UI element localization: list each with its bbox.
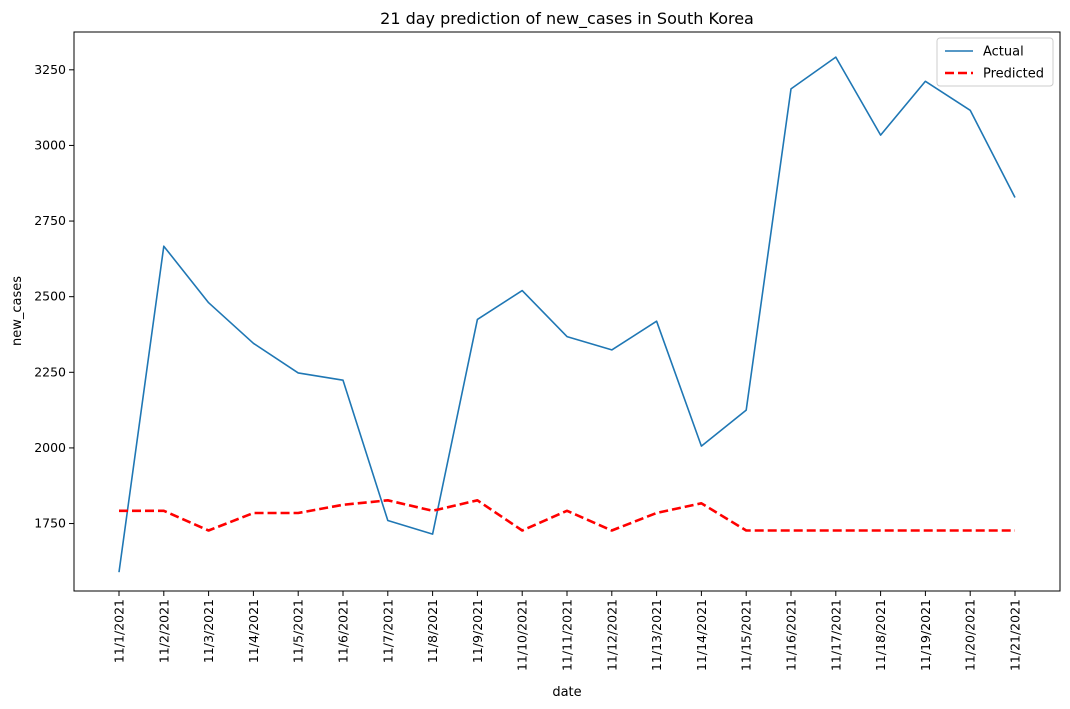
x-tick-label: 11/18/2021: [873, 599, 888, 671]
x-tick-label: 11/12/2021: [604, 599, 619, 671]
y-tick-label: 2000: [34, 440, 66, 455]
x-tick-label: 11/5/2021: [291, 599, 306, 663]
series-line-actual: [118, 56, 1016, 573]
x-tick-label: 11/9/2021: [470, 599, 485, 663]
legend-label-actual: Actual: [983, 45, 1024, 60]
x-tick-label: 11/13/2021: [649, 599, 664, 671]
y-tick-label: 2750: [34, 213, 66, 228]
y-axis-label: new_cases: [10, 276, 25, 346]
x-tick-label: 11/3/2021: [201, 599, 216, 663]
y-tick-label: 3000: [34, 137, 66, 152]
series-group: [118, 56, 1016, 573]
x-tick-label: 11/8/2021: [425, 599, 440, 663]
y-tick-label: 1750: [34, 516, 66, 531]
x-tick-label: 11/10/2021: [515, 599, 530, 671]
x-tick-label: 11/2/2021: [156, 599, 171, 663]
x-tick-label: 11/17/2021: [828, 599, 843, 671]
series-line-predicted: [119, 498, 1015, 532]
legend-label-predicted: Predicted: [983, 67, 1044, 82]
plot-area: [73, 31, 1061, 592]
x-tick-label: 11/11/2021: [560, 599, 575, 671]
y-tick-label: 2500: [34, 289, 66, 304]
chart-title: 21 day prediction of new_cases in South …: [380, 9, 754, 29]
x-tick-label: 11/16/2021: [784, 599, 799, 671]
x-tick-label: 11/4/2021: [246, 599, 261, 663]
x-tick-label: 11/7/2021: [380, 599, 395, 663]
legend: Actual Predicted: [936, 37, 1054, 87]
x-tick-label: 11/19/2021: [918, 599, 933, 671]
x-tick-label: 11/15/2021: [739, 599, 754, 671]
x-tick-label: 11/6/2021: [336, 599, 351, 663]
x-axis-label: date: [552, 685, 581, 700]
x-tick-label: 11/21/2021: [1008, 599, 1023, 671]
y-axis: 1750 2000 2250 2500 2750 3000 3250: [34, 62, 74, 531]
x-tick-label: 11/1/2021: [112, 599, 127, 663]
x-tick-label: 11/20/2021: [963, 599, 978, 671]
y-tick-label: 2250: [34, 364, 66, 379]
x-tick-label: 11/14/2021: [694, 599, 709, 671]
x-axis: 11/1/2021 11/2/2021 11/3/2021 11/4/2021 11/5…: [112, 591, 1023, 671]
y-tick-label: 3250: [34, 62, 66, 77]
